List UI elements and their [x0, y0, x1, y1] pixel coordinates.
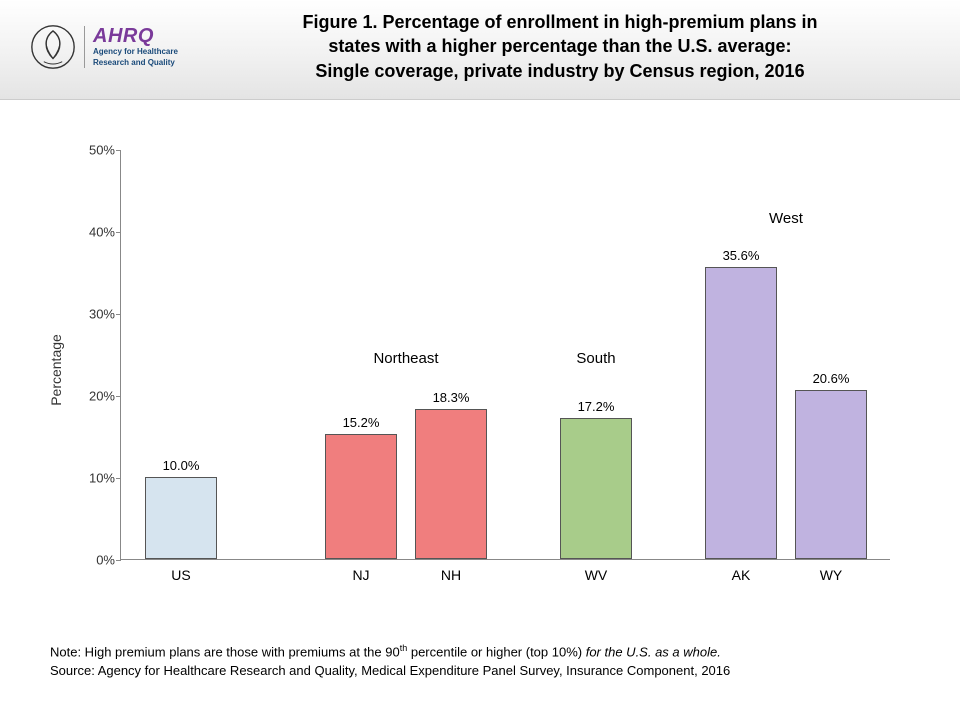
- y-tick-label: 10%: [71, 471, 115, 486]
- x-category-label: AK: [732, 567, 751, 583]
- ahrq-subtitle-2: Research and Quality: [93, 59, 178, 68]
- region-label: South: [576, 350, 615, 367]
- title-line-3: Single coverage, private industry by Cen…: [200, 59, 920, 83]
- bar: 20.6%: [795, 390, 867, 559]
- y-tick-label: 20%: [71, 389, 115, 404]
- y-tick-label: 40%: [71, 225, 115, 240]
- figure-footnote: Note: High premium plans are those with …: [50, 642, 920, 680]
- bar-value-label: 17.2%: [561, 399, 631, 414]
- x-category-label: NJ: [352, 567, 369, 583]
- note-mid: percentile or higher (top 10%): [407, 645, 585, 660]
- bar-value-label: 15.2%: [326, 415, 396, 430]
- ahrq-wordmark: AHRQ: [93, 26, 178, 46]
- bar: 18.3%: [415, 409, 487, 559]
- y-axis-label: Percentage: [48, 334, 64, 406]
- ahrq-logo: AHRQ Agency for Healthcare Research and …: [84, 26, 178, 68]
- y-tick-mark: [116, 396, 121, 397]
- plot-area: 0%10%20%30%40%50%10.0%US15.2%NJ18.3%NH17…: [120, 150, 890, 560]
- note-italic: for the U.S. as a whole.: [586, 645, 721, 660]
- bar-value-label: 35.6%: [706, 248, 776, 263]
- y-tick-mark: [116, 560, 121, 561]
- y-tick-label: 0%: [71, 553, 115, 568]
- x-category-label: WV: [585, 567, 608, 583]
- ahrq-subtitle-1: Agency for Healthcare: [93, 48, 178, 57]
- bar: 17.2%: [560, 418, 632, 559]
- footnote-note: Note: High premium plans are those with …: [50, 642, 920, 662]
- note-prefix: Note: High premium plans are those with …: [50, 645, 400, 660]
- bar: 35.6%: [705, 267, 777, 559]
- y-tick-mark: [116, 232, 121, 233]
- bar-value-label: 10.0%: [146, 458, 216, 473]
- region-label: West: [769, 210, 803, 227]
- bar-chart: Percentage 0%10%20%30%40%50%10.0%US15.2%…: [70, 150, 890, 590]
- y-tick-mark: [116, 150, 121, 151]
- bar-value-label: 20.6%: [796, 371, 866, 386]
- x-category-label: WY: [820, 567, 843, 583]
- footnote-source: Source: Agency for Healthcare Research a…: [50, 662, 920, 680]
- y-tick-label: 50%: [71, 143, 115, 158]
- bar-value-label: 18.3%: [416, 390, 486, 405]
- title-line-2: states with a higher percentage than the…: [200, 34, 920, 58]
- figure-title: Figure 1. Percentage of enrollment in hi…: [200, 10, 920, 83]
- header-band: AHRQ Agency for Healthcare Research and …: [0, 0, 960, 100]
- region-label: Northeast: [373, 350, 438, 367]
- y-tick-label: 30%: [71, 307, 115, 322]
- y-tick-mark: [116, 314, 121, 315]
- x-category-label: NH: [441, 567, 461, 583]
- x-category-label: US: [171, 567, 190, 583]
- bar: 10.0%: [145, 477, 217, 559]
- title-line-1: Figure 1. Percentage of enrollment in hi…: [200, 10, 920, 34]
- hhs-seal-icon: [30, 24, 76, 70]
- bar: 15.2%: [325, 434, 397, 559]
- y-tick-mark: [116, 478, 121, 479]
- agency-logo-block: AHRQ Agency for Healthcare Research and …: [30, 24, 178, 70]
